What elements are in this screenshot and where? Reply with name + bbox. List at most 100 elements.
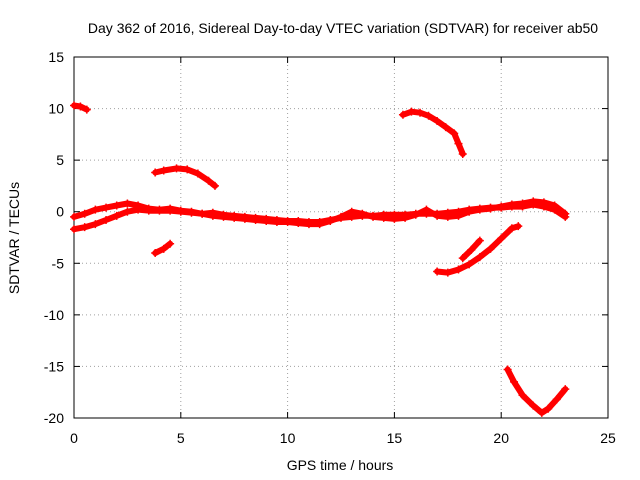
data-point xyxy=(401,213,410,222)
data-point xyxy=(251,215,260,224)
series-arc-main-lower xyxy=(70,197,570,234)
data-point xyxy=(155,206,164,215)
data-point xyxy=(91,220,100,229)
data-point xyxy=(172,164,181,173)
data-point xyxy=(475,253,484,262)
data-point xyxy=(80,223,89,232)
data-point xyxy=(550,201,559,210)
y-tick-label: -20 xyxy=(44,410,64,426)
data-point xyxy=(80,209,89,218)
data-point xyxy=(467,245,476,254)
data-point xyxy=(443,268,452,277)
data-point xyxy=(193,169,202,178)
data-point xyxy=(398,110,407,119)
data-point xyxy=(176,207,185,216)
data-point xyxy=(390,214,399,223)
data-point xyxy=(70,212,78,221)
data-point xyxy=(433,267,442,276)
series-trace xyxy=(504,366,569,416)
data-point xyxy=(204,176,213,185)
data-point xyxy=(454,139,463,148)
data-point xyxy=(529,401,538,410)
y-tick-label: -15 xyxy=(44,358,64,374)
y-tick-label: 15 xyxy=(48,49,64,65)
data-point xyxy=(219,212,228,221)
chart-title: Day 362 of 2016, Sidereal Day-to-day VTE… xyxy=(88,20,598,36)
data-point xyxy=(552,395,561,404)
data-point xyxy=(183,165,192,174)
series-arc-mid-high xyxy=(151,164,219,190)
data-point xyxy=(537,408,546,417)
x-tick-label: 15 xyxy=(387,430,403,446)
y-tick-label: -10 xyxy=(44,307,64,323)
series-arc-late-low xyxy=(433,222,523,277)
series-arc-very-low xyxy=(503,365,570,417)
data-point xyxy=(112,211,121,220)
data-point xyxy=(507,200,516,209)
series-arc-mid-low xyxy=(151,239,175,257)
data-point xyxy=(510,377,519,386)
data-point xyxy=(411,210,420,219)
data-series xyxy=(70,101,570,417)
data-point xyxy=(514,222,523,231)
data-point xyxy=(102,203,111,212)
data-point xyxy=(198,209,207,218)
data-point xyxy=(379,213,388,222)
data-point xyxy=(424,111,433,120)
data-point xyxy=(518,199,527,208)
data-point xyxy=(144,206,153,215)
data-point xyxy=(159,166,168,175)
data-point xyxy=(561,209,570,218)
data-point xyxy=(486,244,495,253)
data-point xyxy=(82,105,91,114)
data-point xyxy=(441,123,450,132)
data-point xyxy=(475,205,484,214)
data-point xyxy=(539,198,548,207)
data-point xyxy=(230,213,239,222)
x-tick-label: 25 xyxy=(600,430,616,446)
data-point xyxy=(272,218,281,227)
data-point xyxy=(454,211,463,220)
y-tick-label: -5 xyxy=(52,255,65,271)
data-point xyxy=(91,205,100,214)
axes: 0 5 10 15 20 25 -20 -15 -10 -5 0 5 10 15 xyxy=(44,49,616,446)
data-point xyxy=(151,168,160,177)
data-point xyxy=(326,216,335,225)
data-point xyxy=(283,218,292,227)
data-point xyxy=(166,239,175,248)
data-point xyxy=(347,207,356,216)
data-point xyxy=(416,108,425,117)
data-point xyxy=(337,212,345,221)
data-point xyxy=(262,216,271,225)
data-point xyxy=(70,101,78,110)
data-point xyxy=(208,211,217,220)
data-point xyxy=(304,220,313,229)
series-arc-late-mid xyxy=(458,236,484,263)
data-point xyxy=(518,391,527,400)
data-point xyxy=(134,205,143,214)
data-point xyxy=(443,212,452,221)
series-arc-early-high xyxy=(70,101,91,114)
y-axis-label: SDTVAR / TECUs xyxy=(6,182,22,294)
data-point xyxy=(433,116,442,125)
data-point xyxy=(475,236,484,245)
data-point xyxy=(76,102,85,111)
data-point xyxy=(123,199,132,208)
y-tick-label: 5 xyxy=(56,152,64,168)
data-point xyxy=(561,385,570,394)
grid xyxy=(74,57,608,418)
data-point xyxy=(497,234,506,243)
data-point xyxy=(210,181,219,190)
data-point xyxy=(458,254,467,263)
plot-frame xyxy=(73,56,609,419)
data-point xyxy=(422,205,431,214)
data-point xyxy=(544,404,553,413)
x-axis-label: GPS time / hours xyxy=(287,457,394,473)
data-point xyxy=(369,212,378,221)
data-point xyxy=(112,201,121,210)
y-tick-label: 0 xyxy=(56,204,64,220)
data-point xyxy=(294,219,303,228)
y-tick-label: 10 xyxy=(48,101,64,117)
x-tick-label: 0 xyxy=(70,430,78,446)
